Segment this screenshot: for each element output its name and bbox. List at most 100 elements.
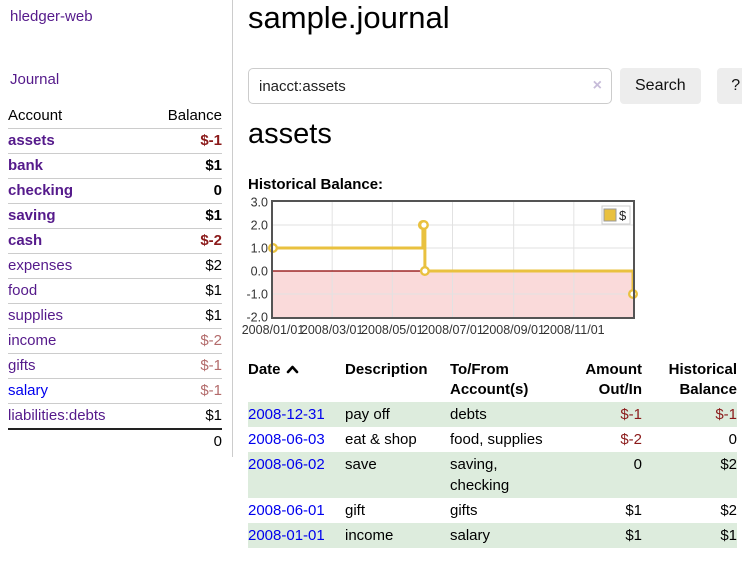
app-title-link[interactable]: hledger-web [10,8,93,25]
transaction-balance: $-1 [715,406,737,423]
account-row-checking: checking 0 [8,178,222,204]
transaction-date-link[interactable]: 2008-06-02 [248,456,325,473]
account-link[interactable]: bank [8,157,44,174]
accounts-table-header: Account Balance [8,104,222,129]
register-table: Date Description To/From Account(s) Amou… [248,358,737,548]
transaction-accounts: food, supplies [450,431,543,448]
account-balance: $-1 [145,378,222,404]
account-row-supplies: supplies $1 [8,303,222,329]
transaction-amount: $-2 [620,431,642,448]
transaction-amount: $1 [625,502,642,519]
account-balance: $1 [145,203,222,229]
account-balance: $1 [145,403,222,430]
register-table-header: Date Description To/From Account(s) Amou… [248,358,737,402]
column-header-amount: Amount Out/In [585,361,642,398]
transaction-balance: 0 [728,431,737,448]
account-link[interactable]: saving [8,207,56,224]
transaction-date-link[interactable]: 2008-06-01 [248,502,325,519]
account-balance: $-1 [145,353,222,379]
account-balance: 0 [145,178,222,204]
account-balance: $2 [145,253,222,279]
transaction-description: save [345,456,377,473]
accounts-total-row: 0 [8,428,222,454]
svg-text:-2.0: -2.0 [246,311,268,325]
transaction-amount: $-1 [620,406,642,423]
account-balance: $1 [145,153,222,179]
account-row-liabilities-debts: liabilities:debts $1 [8,403,222,430]
account-link[interactable]: cash [8,232,43,249]
main-content: sample.journal × Search ? assets Histori… [242,0,742,582]
sidebar: hledger-web Journal Account Balance asse… [0,0,233,457]
svg-text:2008/05/01: 2008/05/01 [361,323,424,337]
transaction-balance: $1 [720,527,737,544]
accounts-total-value: 0 [145,428,222,454]
account-row-assets: assets $-1 [8,128,222,154]
column-header-balance: Balance [145,104,222,129]
svg-text:2008/11/01: 2008/11/01 [543,323,605,337]
column-header-accounts: To/From Account(s) [450,361,529,398]
svg-text:0.0: 0.0 [251,265,268,279]
account-link[interactable]: gifts [8,357,36,374]
search-button[interactable]: Search [620,68,701,104]
transaction-amount: $1 [625,527,642,544]
transaction-accounts: saving, checking [450,456,510,494]
account-link[interactable]: supplies [8,307,64,324]
historical-balance-chart: $3.0 2.0 1.0 0.0 -1.0 -2.0 2008/01/01 2008/03/0… [240,196,670,341]
svg-text:3.0: 3.0 [251,196,268,210]
svg-text:2008/03/01: 2008/03/01 [301,323,364,337]
transaction-date-link[interactable]: 2008-01-01 [248,527,325,544]
svg-text:$: $ [619,208,627,223]
account-link[interactable]: liabilities:debts [8,407,106,424]
sort-ascending-icon [286,365,298,374]
account-row-cash: cash $-2 [8,228,222,254]
page-title: sample.journal [248,0,450,35]
account-balance: $1 [145,303,222,329]
column-header-account: Account [8,104,146,129]
account-balance: $1 [145,278,222,304]
clear-search-icon[interactable]: × [592,77,602,94]
account-balance: $-2 [145,228,222,254]
transaction-description: income [345,527,394,544]
transaction-balance: $2 [720,502,737,519]
register-row: 2008-06-01 gift gifts $1 $2 [248,498,737,523]
account-balance: $-2 [145,328,222,354]
help-button[interactable]: ? [716,68,742,104]
account-row-food: food $1 [8,278,222,304]
column-header-description: Description [345,361,428,378]
account-balance: $-1 [145,128,222,154]
column-header-balance: Historical Balance [668,361,737,398]
chart-heading: Historical Balance: [248,176,384,193]
account-link[interactable]: income [8,332,57,349]
account-row-saving: saving $1 [8,203,222,229]
register-row: 2008-01-01 income salary $1 $1 [248,523,737,548]
account-link[interactable]: expenses [8,257,73,274]
transaction-accounts: debts [450,406,487,423]
transaction-accounts: salary [450,527,491,544]
search-input[interactable] [248,68,612,104]
register-row: 2008-12-31 pay off debts $-1 $-1 [248,402,737,427]
svg-text:-1.0: -1.0 [246,288,268,302]
register-row: 2008-06-02 save saving, checking 0 $2 [248,452,737,498]
svg-text:1.0: 1.0 [251,242,268,256]
svg-text:2008/09/01: 2008/09/01 [482,323,545,337]
transaction-balance: $2 [720,456,737,473]
account-link[interactable]: salary [8,382,49,399]
account-row-salary: salary $-1 [8,378,222,404]
transaction-description: gift [345,502,366,519]
account-link[interactable]: checking [8,182,74,199]
transaction-date-link[interactable]: 2008-06-03 [248,431,325,448]
account-link[interactable]: food [8,282,38,299]
transaction-description: pay off [345,406,390,423]
column-header-date[interactable]: Date [248,358,345,402]
register-row: 2008-06-03 eat & shop food, supplies $-2… [248,427,737,452]
transaction-date-link[interactable]: 2008-12-31 [248,406,325,423]
sidebar-item-journal[interactable]: Journal [10,71,60,88]
svg-text:2008/01/01: 2008/01/01 [242,323,305,337]
accounts-balance-table: Account Balance assets $-1 bank $1 checkin… [8,104,222,454]
account-heading: assets [248,118,332,150]
search-box: × [248,68,612,104]
transaction-description: eat & shop [345,431,417,448]
account-row-expenses: expenses $2 [8,253,222,279]
account-link[interactable]: assets [8,132,55,149]
